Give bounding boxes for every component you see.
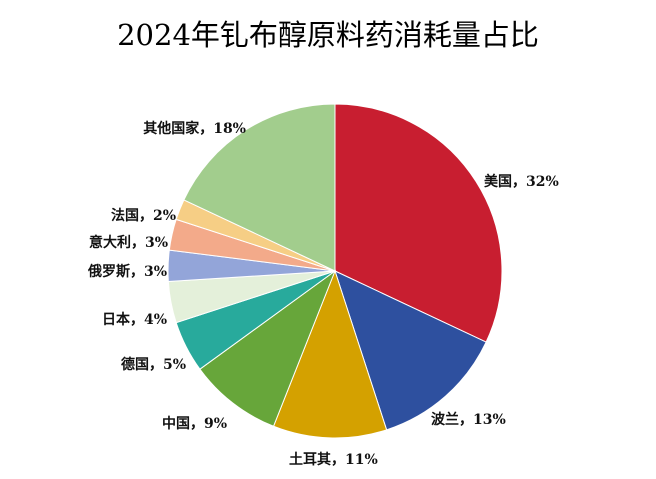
data-label-9: 其他国家，18% <box>143 120 246 137</box>
data-label-8: 法国，2% <box>111 207 176 224</box>
data-label-2: 土耳其，11% <box>289 451 378 468</box>
pie-slice-2 <box>272 269 388 439</box>
data-label-6: 俄罗斯，3% <box>87 263 167 280</box>
data-label-0: 美国，32% <box>484 173 559 190</box>
pie-slice-0 <box>334 103 503 343</box>
pie-slice-9 <box>183 103 336 272</box>
pie-slice-3 <box>199 269 337 427</box>
data-label-7: 意大利，3% <box>89 234 168 251</box>
chart-title: 2024年钆布醇原料药消耗量占比 <box>117 18 539 52</box>
data-label-5: 日本，4% <box>102 311 167 328</box>
data-label-4: 德国，5% <box>121 356 186 373</box>
pie-slice-1 <box>334 270 487 431</box>
data-label-3: 中国，9% <box>162 415 227 432</box>
data-label-1: 波兰，13% <box>431 411 506 428</box>
